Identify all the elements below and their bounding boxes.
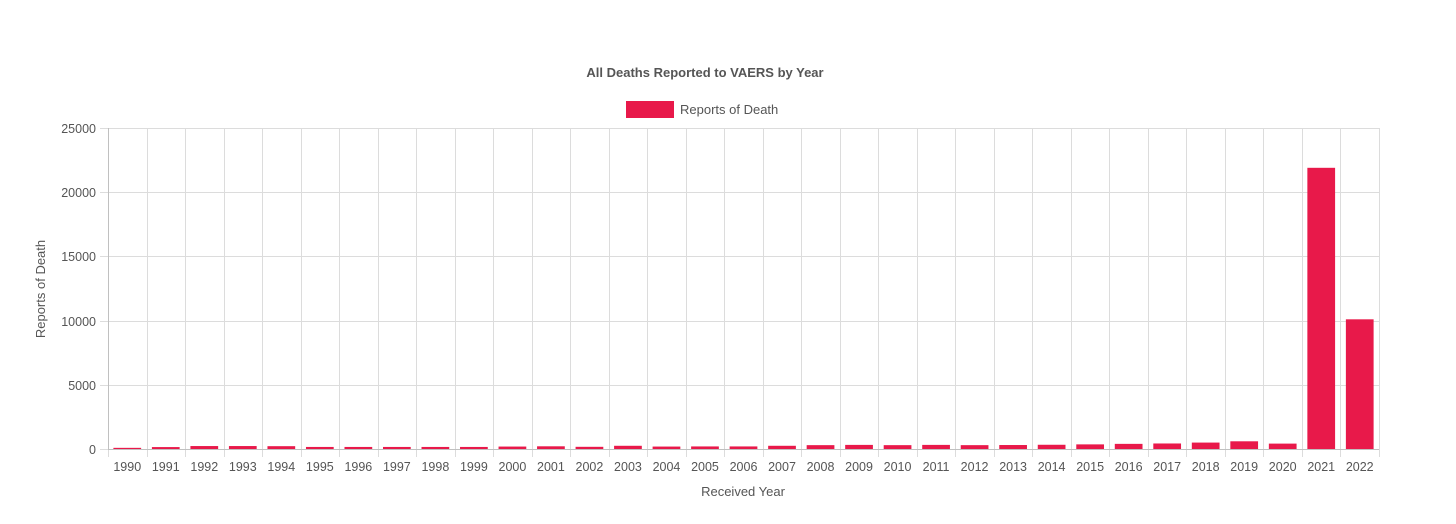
x-tick-label: 2014 [1038,460,1066,474]
bars [113,167,1374,449]
x-tick-label: 1994 [267,460,295,474]
bar-2002[interactable] [575,446,604,449]
x-tick-label: 2004 [653,460,681,474]
legend-swatch [626,101,674,118]
bar-2021[interactable] [1307,167,1336,449]
bar-2016[interactable] [1114,443,1143,449]
legend-label: Reports of Death [680,102,778,117]
x-tick-label: 2018 [1192,460,1220,474]
bar-1991[interactable] [151,447,180,449]
bar-2018[interactable] [1191,442,1220,449]
bar-2010[interactable] [883,445,912,449]
x-tick-label: 1997 [383,460,411,474]
bar-2013[interactable] [999,445,1027,449]
x-tick-label: 2010 [884,460,912,474]
bar-1996[interactable] [344,446,373,449]
bar-2007[interactable] [768,445,796,449]
bar-2017[interactable] [1153,443,1182,449]
bar-2008[interactable] [806,445,835,449]
bar-1995[interactable] [305,446,334,449]
x-tick-label: 1990 [113,460,141,474]
x-tick-labels: 1990 1991 1992 1993 1994 1995 1996 1997 1998 1999… [113,460,1373,474]
x-tick-label: 2007 [768,460,796,474]
y-axis-title: Reports of Death [33,240,48,338]
x-axis-title: Received Year [701,484,786,499]
bar-1999[interactable] [460,446,488,449]
y-tick-label: 0 [89,443,96,457]
x-tick-label: 2021 [1307,460,1335,474]
x-tick-label: 1995 [306,460,334,474]
y-tick-label: 20000 [61,186,96,200]
y-tick-label: 5000 [68,379,96,393]
x-tick-label: 1992 [190,460,218,474]
bar-2000[interactable] [498,446,527,449]
bar-1994[interactable] [267,446,296,449]
x-tick-label: 2002 [576,460,604,474]
bar-2022[interactable] [1345,319,1374,449]
bar-1992[interactable] [190,446,219,449]
x-tick-label: 1999 [460,460,488,474]
bar-2001[interactable] [537,446,565,449]
bar-1997[interactable] [382,446,411,449]
y-tick-label: 15000 [61,250,96,264]
x-tick-label: 2020 [1269,460,1297,474]
x-tick-label: 2000 [499,460,527,474]
bar-2005[interactable] [691,446,719,449]
x-tick-label: 2009 [845,460,873,474]
x-tick-label: 2022 [1346,460,1374,474]
bar-2009[interactable] [845,444,873,449]
x-tick-label: 2016 [1115,460,1143,474]
bar-2012[interactable] [960,445,989,449]
bar-2020[interactable] [1268,443,1297,449]
legend[interactable]: Reports of Death [626,101,778,118]
y-tick-labels: 0 5000 10000 15000 20000 25000 [61,122,96,457]
x-tick-label: 2011 [923,460,950,474]
x-tick-label: 2008 [807,460,835,474]
x-tick-label: 1996 [344,460,372,474]
x-tick-label: 2012 [961,460,989,474]
axes [108,128,1379,450]
x-tick-label: 1993 [229,460,257,474]
bar-2006[interactable] [729,446,758,449]
y-tick-label: 10000 [61,315,96,329]
x-tick-label: 2019 [1230,460,1258,474]
bar-1993[interactable] [228,446,257,449]
x-tick-label: 2005 [691,460,719,474]
x-tick-label: 2013 [999,460,1027,474]
bar-1998[interactable] [421,446,450,449]
x-tick-label: 2003 [614,460,642,474]
x-tick-label: 1991 [152,460,180,474]
bar-2015[interactable] [1076,444,1105,449]
bar-1990[interactable] [113,447,142,449]
chart-title: All Deaths Reported to VAERS by Year [586,65,823,80]
x-tick-label: 2017 [1153,460,1181,474]
y-tick-label: 25000 [61,122,96,136]
bar-2004[interactable] [652,446,681,449]
bar-2014[interactable] [1037,444,1066,449]
x-tick-label: 2001 [537,460,565,474]
x-tick-label: 2006 [730,460,758,474]
bar-2019[interactable] [1230,441,1259,449]
x-tick-label: 1998 [421,460,449,474]
bar-2011[interactable] [922,444,950,449]
bar-2003[interactable] [614,445,642,449]
x-tick-label: 2015 [1076,460,1104,474]
grid [100,128,1380,457]
